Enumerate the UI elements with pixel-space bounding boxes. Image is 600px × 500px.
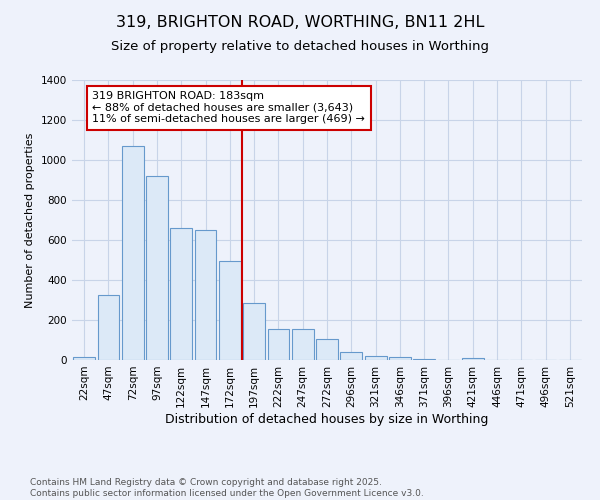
Y-axis label: Number of detached properties: Number of detached properties (25, 132, 35, 308)
Bar (413, 359, 435, 360)
Bar (122, 146, 143, 360)
Bar (73, 357, 95, 360)
Text: Size of property relative to detached houses in Worthing: Size of property relative to detached ho… (111, 40, 489, 53)
Bar (316, 339, 338, 360)
Text: 319, BRIGHTON ROAD, WORTHING, BN11 2HL: 319, BRIGHTON ROAD, WORTHING, BN11 2HL (116, 15, 484, 30)
Bar (462, 358, 484, 360)
Bar (365, 356, 386, 360)
Bar (292, 329, 314, 360)
X-axis label: Distribution of detached houses by size in Worthing: Distribution of detached houses by size … (166, 412, 488, 426)
Text: Contains HM Land Registry data © Crown copyright and database right 2025.
Contai: Contains HM Land Registry data © Crown c… (30, 478, 424, 498)
Bar (340, 352, 362, 360)
Bar (219, 261, 241, 360)
Bar (268, 329, 289, 360)
Text: 319 BRIGHTON ROAD: 183sqm
← 88% of detached houses are smaller (3,643)
11% of se: 319 BRIGHTON ROAD: 183sqm ← 88% of detac… (92, 91, 365, 124)
Bar (97, 295, 119, 360)
Bar (243, 303, 265, 360)
Bar (389, 358, 411, 360)
Bar (194, 230, 217, 360)
Bar (170, 228, 192, 360)
Bar (146, 176, 168, 360)
